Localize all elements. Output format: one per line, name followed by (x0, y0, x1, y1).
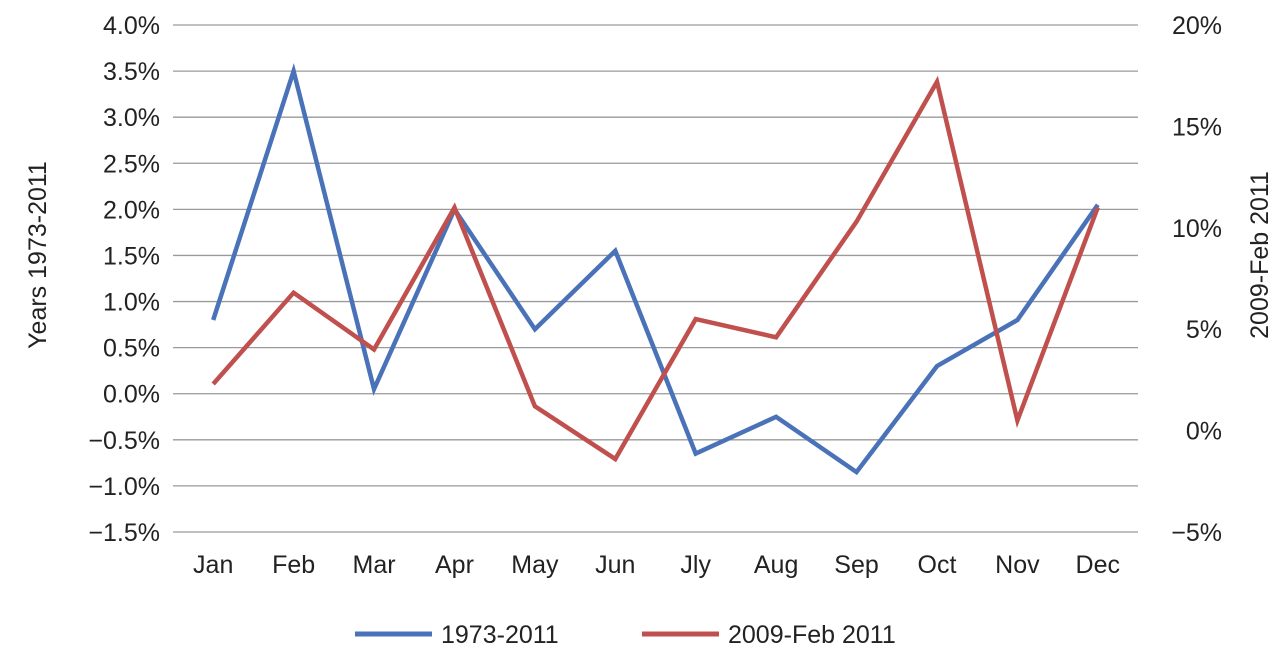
x-tick-label: Oct (918, 551, 957, 579)
x-tick-label: Feb (272, 551, 315, 579)
left-axis-ticks: −1.5% −1.0% −0.5% 0.0% 0.5% 1.0% 1.5% 2.0% 2.5% 3… (88, 12, 160, 547)
right-tick-label: 15% (1172, 113, 1222, 141)
right-tick-label: 10% (1172, 215, 1222, 243)
right-tick-label: 5% (1186, 316, 1222, 344)
right-tick-label: 0% (1186, 418, 1222, 446)
series-line-1973-2011 (211, 62, 1100, 476)
series-line-2009-feb-2011 (211, 75, 1100, 463)
left-tick-label: 0.0% (103, 381, 160, 409)
left-tick-label: −0.5% (88, 427, 160, 455)
x-tick-label: Jun (595, 551, 635, 579)
left-tick-label: 2.0% (103, 196, 160, 224)
legend: 1973-2011 2009-Feb 2011 (355, 621, 896, 649)
left-tick-label: 1.5% (103, 242, 160, 270)
x-tick-label: Dec (1076, 551, 1120, 579)
legend-label-1973-2011: 1973-2011 (441, 621, 559, 649)
right-axis-title: 2009-Feb 2011 (1246, 171, 1274, 339)
gridlines (173, 24, 1138, 533)
x-tick-label: Aug (754, 551, 798, 579)
left-tick-label: 0.5% (103, 335, 160, 363)
left-tick-label: −1.5% (88, 519, 160, 547)
x-tick-label: Mar (353, 551, 396, 579)
right-tick-label: −5% (1171, 519, 1222, 547)
x-tick-label: Nov (995, 551, 1040, 579)
x-tick-label: May (511, 551, 559, 579)
left-tick-label: 1.0% (103, 289, 160, 317)
left-tick-label: 3.5% (103, 58, 160, 86)
x-tick-label: Apr (435, 551, 474, 579)
right-tick-label: 20% (1172, 12, 1222, 40)
x-tick-label: Jly (680, 551, 711, 579)
x-tick-label: Jan (193, 551, 233, 579)
left-tick-label: 3.0% (103, 104, 160, 132)
left-tick-label: −1.0% (88, 473, 160, 501)
left-tick-label: 4.0% (103, 12, 160, 40)
right-axis-ticks: −5% 0% 5% 10% 15% 20% (1171, 12, 1222, 547)
left-axis-title: Years 1973-2011 (24, 161, 52, 349)
series-lines (211, 62, 1100, 476)
x-axis-ticks: Jan Feb Mar Apr May Jun Jly Aug Sep Oct Nov Dec (193, 551, 1120, 579)
legend-label-2009-feb-2011: 2009-Feb 2011 (728, 621, 896, 649)
left-tick-label: 2.5% (103, 150, 160, 178)
x-tick-label: Sep (834, 551, 878, 579)
